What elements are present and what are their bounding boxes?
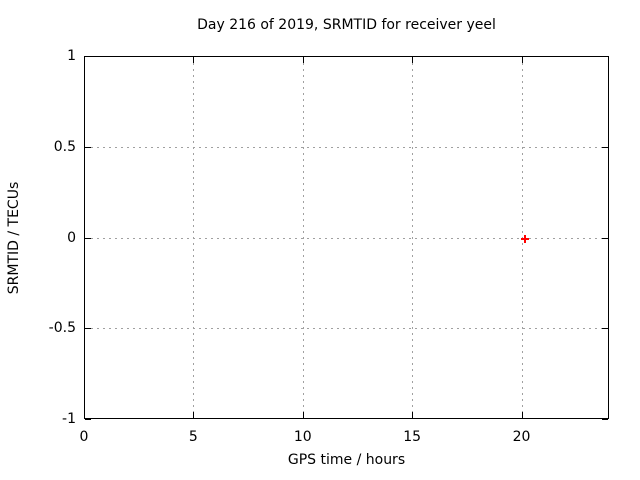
y-gridline — [85, 237, 608, 239]
x-tick-label: 20 — [512, 429, 531, 445]
x-tick-mark — [521, 57, 523, 63]
x-tick-label: 5 — [188, 429, 198, 445]
x-tick-mark — [521, 412, 523, 418]
x-tick-mark — [193, 412, 195, 418]
x-tick-mark — [193, 57, 195, 63]
y-tick-label: 0.5 — [53, 138, 76, 155]
x-tick-mark — [84, 57, 85, 63]
x-tick-mark — [302, 57, 304, 63]
y-tick-mark — [85, 237, 91, 239]
x-tick-label: 10 — [293, 429, 312, 445]
y-tick-mark — [602, 419, 608, 420]
y-tick-label: -0.5 — [48, 320, 76, 337]
y-tick-mark — [602, 328, 608, 330]
x-axis-label: GPS time / hours — [287, 452, 406, 468]
data-point-marker — [520, 235, 529, 244]
y-tick-mark — [602, 146, 608, 148]
y-tick-mark — [85, 56, 91, 57]
y-tick-mark — [602, 237, 608, 239]
x-tick-label: 0 — [79, 429, 89, 445]
y-tick-label: -1 — [62, 411, 76, 427]
y-tick-mark — [85, 328, 91, 330]
x-tick-mark — [412, 57, 414, 63]
x-tick-mark — [84, 412, 85, 418]
chart-title: Day 216 of 2019, SRMTID for receiver yee… — [197, 17, 496, 33]
y-gridline — [85, 146, 608, 148]
marker-vertical-bar — [523, 235, 526, 244]
y-gridline — [85, 328, 608, 330]
y-tick-label: 0 — [67, 229, 76, 246]
x-tick-label: 15 — [403, 429, 422, 445]
y-tick-mark — [85, 419, 91, 420]
x-tick-mark — [302, 412, 304, 418]
x-tick-mark — [412, 412, 414, 418]
y-tick-mark — [85, 146, 91, 148]
y-tick-mark — [602, 56, 608, 57]
y-tick-label: 1 — [67, 48, 76, 64]
